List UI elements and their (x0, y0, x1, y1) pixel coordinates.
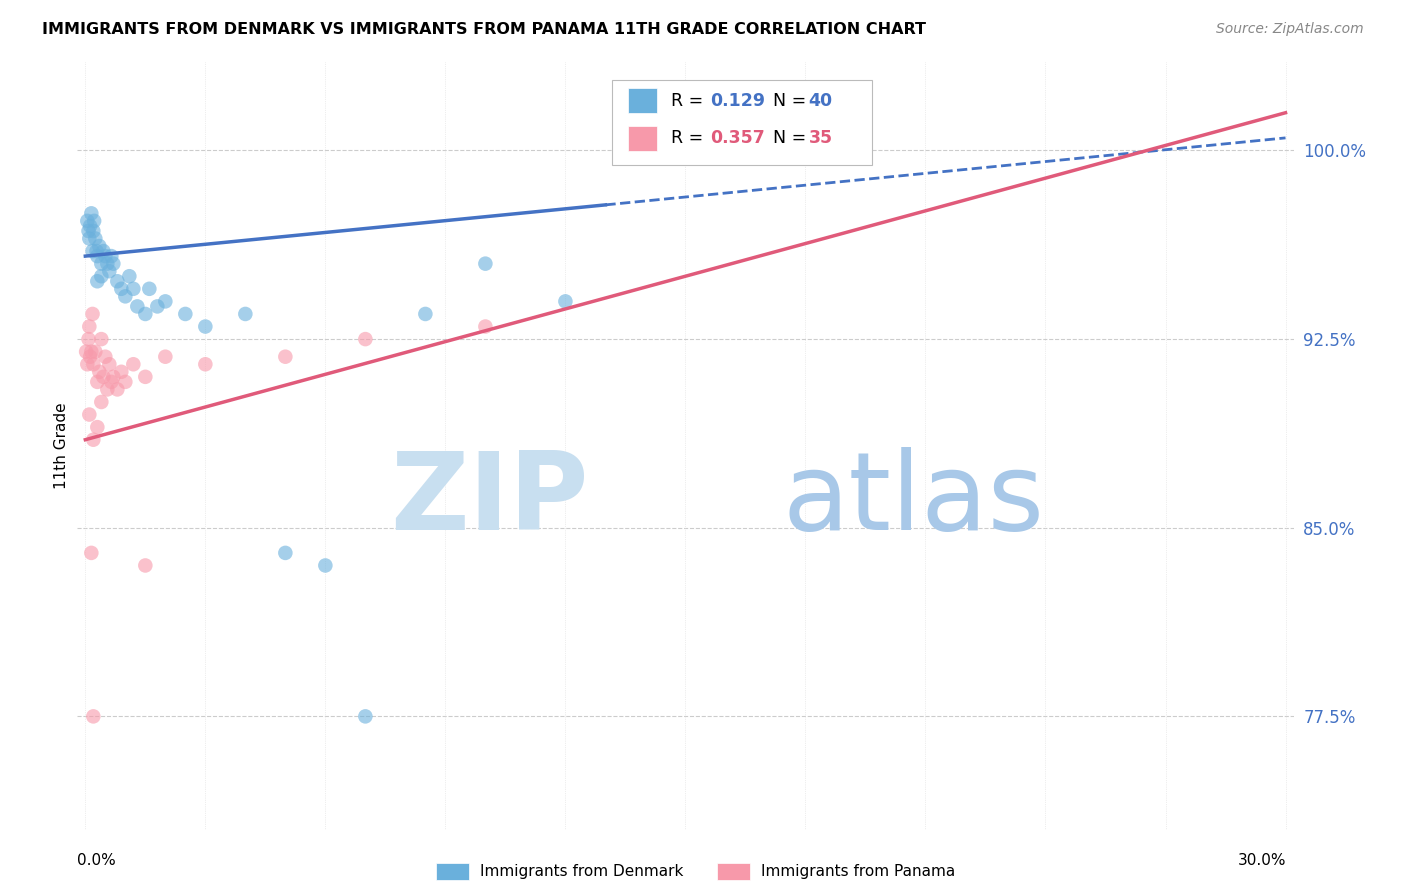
Point (122, 357, 145, 371)
Point (84, 231, 107, 245)
Point (100, 375, 122, 389)
Y-axis label: 11th Grade: 11th Grade (53, 402, 69, 490)
Point (138, 282, 160, 296)
Point (114, 375, 136, 389)
Text: R =: R = (671, 92, 709, 110)
Point (80, 344, 103, 359)
Point (77, 224, 100, 238)
Point (127, 300, 149, 314)
Point (79, 319, 101, 334)
Point (155, 350, 177, 364)
Point (474, 319, 496, 334)
Point (76, 357, 98, 371)
Point (103, 369, 125, 384)
Point (82, 244, 104, 258)
Point (80, 206, 103, 220)
Text: IMMIGRANTS FROM DENMARK VS IMMIGRANTS FROM PANAMA 11TH GRADE CORRELATION CHART: IMMIGRANTS FROM DENMARK VS IMMIGRANTS FR… (42, 22, 927, 37)
Text: N =: N = (762, 92, 811, 110)
Point (89, 365, 111, 379)
Point (314, 558, 336, 573)
Point (98, 357, 121, 371)
Point (96, 257, 118, 271)
Text: 0.357: 0.357 (710, 129, 765, 147)
Point (194, 357, 217, 371)
Point (134, 307, 156, 321)
Point (103, 257, 125, 271)
Text: 35: 35 (808, 129, 832, 147)
Point (82, 709, 104, 723)
Text: Source: ZipAtlas.com: Source: ZipAtlas.com (1216, 22, 1364, 37)
Point (274, 546, 297, 560)
Point (86, 420, 108, 434)
Point (122, 282, 145, 296)
Text: atlas: atlas (783, 447, 1045, 553)
Point (474, 257, 496, 271)
Point (82, 307, 104, 321)
Point (90, 332, 112, 346)
Point (80, 546, 103, 560)
Point (82, 224, 104, 238)
Point (146, 300, 169, 314)
Point (94, 350, 117, 364)
Point (96, 383, 118, 397)
Point (82, 357, 104, 371)
Point (77, 332, 100, 346)
Point (79, 231, 101, 245)
Point (91, 369, 114, 384)
Point (86, 274, 108, 288)
Point (94, 249, 117, 263)
Point (100, 249, 122, 263)
Point (79, 408, 101, 422)
Point (89, 239, 111, 253)
Text: ZIP: ZIP (389, 447, 588, 553)
Text: R =: R = (671, 129, 709, 147)
Point (354, 709, 377, 723)
Point (105, 383, 128, 397)
Point (86, 375, 108, 389)
Point (76, 214, 98, 228)
Point (90, 257, 112, 271)
Text: 30.0%: 30.0% (1239, 854, 1286, 868)
Text: N =: N = (762, 129, 811, 147)
Point (86, 244, 108, 258)
Point (114, 289, 136, 303)
Point (235, 307, 257, 321)
Point (98, 264, 121, 278)
Point (82, 433, 104, 447)
Point (90, 269, 112, 284)
Point (110, 282, 132, 296)
Point (415, 307, 437, 321)
Text: 0.129: 0.129 (710, 92, 765, 110)
Text: 40: 40 (808, 92, 832, 110)
Point (84, 344, 107, 359)
Point (79, 219, 101, 233)
Text: 0.0%: 0.0% (77, 854, 117, 868)
Point (110, 365, 132, 379)
Point (90, 395, 112, 409)
Point (194, 319, 217, 334)
Point (79, 350, 101, 364)
Point (134, 369, 156, 384)
Point (554, 294, 576, 309)
Point (274, 350, 297, 364)
Point (105, 274, 128, 288)
Point (83, 214, 105, 228)
Point (118, 269, 141, 284)
Text: Immigrants from Panama: Immigrants from Panama (761, 864, 956, 879)
Point (174, 307, 197, 321)
Text: Immigrants from Denmark: Immigrants from Denmark (479, 864, 683, 879)
Point (86, 249, 108, 263)
Point (155, 294, 177, 309)
Point (354, 332, 377, 346)
Point (134, 558, 156, 573)
Point (91, 244, 114, 258)
Point (75, 344, 97, 359)
